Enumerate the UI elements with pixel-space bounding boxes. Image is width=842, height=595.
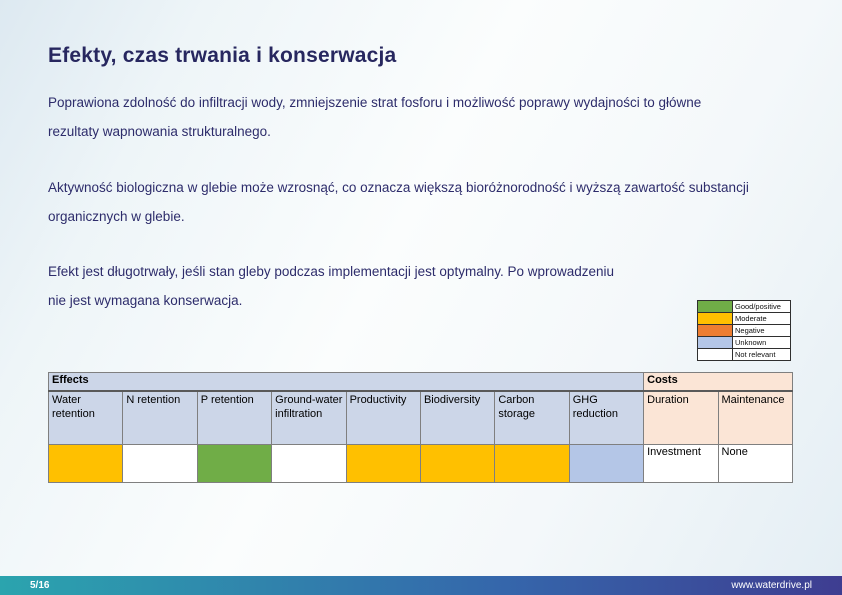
page-number: 5/16 <box>30 580 50 591</box>
effect-column-header: N retention <box>122 390 198 445</box>
legend-row: Unknown <box>697 336 791 349</box>
effect-column-header: P retention <box>196 390 273 445</box>
paragraph-biology: Aktywność biologiczna w glebie może wzro… <box>48 180 749 224</box>
effect-rating-cell <box>122 444 198 483</box>
effect-rating-cell <box>47 444 124 483</box>
effect-rating-cell <box>494 444 570 483</box>
effect-rating-cell <box>345 444 421 483</box>
effect-column-header: Productivity <box>345 390 421 445</box>
legend-color-swatch <box>697 348 733 361</box>
legend-color-swatch <box>697 312 733 325</box>
effect-rating-cell <box>568 444 645 483</box>
website-link[interactable]: www.waterdrive.pl <box>731 580 812 591</box>
legend-label: Negative <box>732 324 791 337</box>
legend-label: Unknown <box>732 336 791 349</box>
cost-column-header: Duration <box>643 390 719 445</box>
footer-bar: 5/16 www.waterdrive.pl <box>0 576 842 595</box>
effect-column-header: GHG reduction <box>568 390 645 445</box>
paragraph-duration: Efekt jest długotrwały, jeśli stan gleby… <box>48 264 615 308</box>
page-title: Efekty, czas trwania i konserwacja <box>48 44 397 67</box>
group-header-row: Effects Costs <box>47 372 793 392</box>
legend-label: Good/positive <box>732 300 791 313</box>
legend-row: Negative <box>697 324 791 337</box>
legend-row: Good/positive <box>697 300 791 313</box>
legend-color-swatch <box>697 336 733 349</box>
effect-column-header: Carbon storage <box>494 390 570 445</box>
legend-color-swatch <box>697 324 733 337</box>
legend-row: Not relevant <box>697 348 791 361</box>
effect-rating-cell <box>271 444 347 483</box>
legend-label: Moderate <box>732 312 791 325</box>
cost-column-header: Maintenance <box>717 390 794 445</box>
table-row: Investment None <box>47 444 794 483</box>
status-legend: Good/positive Moderate Negative Unknown Not … <box>697 300 791 361</box>
effect-rating-cell <box>196 444 273 483</box>
effect-rating-cell <box>419 444 496 483</box>
cost-value-cell: None <box>717 444 794 483</box>
paragraph-effects: Poprawiona zdolność do infiltracji wody,… <box>48 95 702 139</box>
column-header-row: Water retention N retention P retention Gro… <box>47 390 794 445</box>
effects-costs-table: Effects Costs Water retention N retention… <box>47 372 794 483</box>
legend-label: Not relevant <box>732 348 791 361</box>
cost-value-cell: Investment <box>643 444 719 483</box>
effect-column-header: Water retention <box>47 390 124 445</box>
effect-column-header: Biodiversity <box>419 390 496 445</box>
effects-group-header: Effects <box>47 372 645 392</box>
legend-row: Moderate <box>697 312 791 325</box>
costs-group-header: Costs <box>643 372 793 392</box>
effect-column-header: Ground-water infiltration <box>271 390 347 445</box>
legend-color-swatch <box>697 300 733 313</box>
